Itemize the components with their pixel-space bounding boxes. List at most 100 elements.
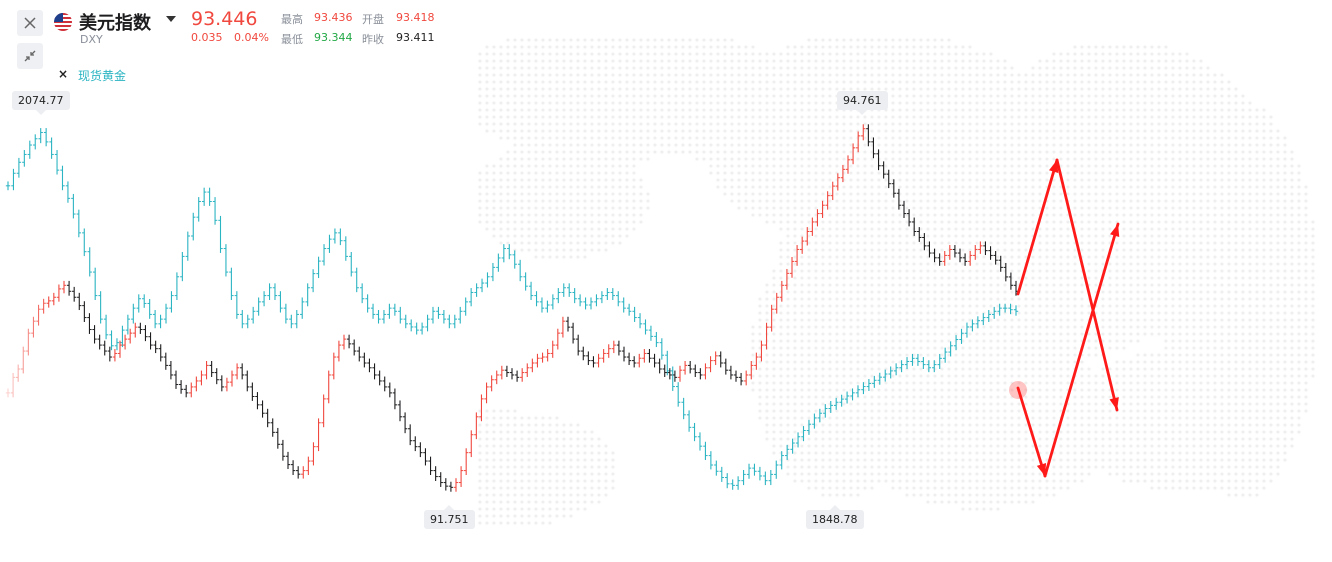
gold-ohlc-bar — [332, 228, 338, 244]
close-icon — [24, 17, 36, 29]
dxy-ohlc-bar — [26, 328, 31, 356]
dxy-ohlc-bar — [866, 124, 871, 147]
dxy-ohlc-bar — [1003, 262, 1009, 282]
dxy-ohlc-bar — [77, 292, 82, 311]
dxy-ohlc-bar — [489, 375, 494, 392]
dxy-ohlc-bar — [637, 353, 642, 368]
gold-ohlc-bar — [932, 360, 937, 373]
gold-ohlc-bar — [256, 297, 261, 316]
close-button[interactable] — [17, 10, 43, 36]
gold-ohlc-bar — [147, 299, 152, 319]
gold-ohlc-bar — [327, 234, 332, 253]
trend-arrow-line — [1055, 158, 1119, 412]
gold-ohlc-bar — [953, 335, 959, 351]
dxy-ohlc-bar — [759, 340, 764, 362]
dxy-ohlc-bar — [56, 284, 62, 302]
dxy-ohlc-bar — [336, 340, 342, 362]
trend-arrow-head — [1048, 160, 1059, 173]
gold-ohlc-bar — [359, 283, 365, 304]
dxy-ohlc-bar — [245, 370, 250, 392]
gold-ohlc-bar — [501, 244, 507, 263]
dxy-ohlc-bar — [835, 173, 841, 191]
dxy-ohlc-bar — [133, 322, 138, 338]
dxy-ohlc-bar — [158, 344, 163, 362]
prev-close-value: 93.411 — [396, 31, 435, 44]
dxy-ohlc-bar — [565, 316, 571, 332]
gold-ohlc-bar — [458, 306, 463, 324]
caret-down-icon[interactable] — [166, 16, 176, 22]
dxy-ohlc-bar — [642, 349, 647, 363]
dxy-ohlc-bar — [535, 353, 540, 368]
gold-ohlc-bar — [746, 463, 752, 479]
gold-ohlc-bar — [752, 463, 757, 476]
dxy-ohlc-bar — [199, 370, 204, 386]
dxy-ohlc-bar — [423, 448, 428, 466]
gold-ohlc-bar — [425, 314, 430, 332]
remove-overlay-button[interactable]: × — [58, 67, 69, 81]
dxy-ohlc-bar — [41, 298, 46, 314]
dxy-ohlc-bar — [31, 316, 36, 338]
dxy-ohlc-bar — [479, 394, 484, 422]
dxy-ohlc-bar — [942, 251, 947, 266]
dxy-ohlc-bar — [550, 340, 555, 358]
dxy-ohlc-bar — [402, 412, 408, 434]
gold-ohlc-bar — [888, 366, 893, 379]
gold-ohlc-bar — [1008, 303, 1013, 315]
gold-ohlc-bar — [981, 313, 986, 326]
gold-ohlc-bar — [11, 168, 16, 191]
dxy-ohlc-bar — [728, 365, 734, 380]
gold-ohlc-bar — [833, 397, 839, 410]
gold-ohlc-bar — [588, 297, 594, 310]
dxy-ohlc-bar — [616, 340, 622, 356]
gold-ohlc-bar — [152, 310, 158, 329]
gold-ohlc-bar — [534, 291, 539, 307]
dxy-ohlc-bar — [311, 442, 316, 466]
dxy-ohlc-bar — [911, 217, 917, 236]
gold-ohlc-bar — [365, 294, 370, 313]
dxy-ohlc-bar — [306, 456, 311, 476]
gold-ohlc-bar — [545, 300, 550, 313]
gold-ohlc-bar — [207, 187, 212, 206]
dxy-ohlc-bar — [275, 427, 281, 449]
dxy-ohlc-bar — [682, 360, 688, 375]
gold-ohlc-bar — [76, 209, 82, 238]
dxy-ohlc-bar — [749, 360, 754, 380]
dxy-ohlc-bar — [901, 200, 907, 218]
gold-ohlc-bar — [496, 253, 501, 272]
gold-ohlc-bar — [338, 228, 343, 246]
low-value: 93.344 — [314, 31, 353, 44]
dxy-ohlc-bar — [346, 334, 352, 349]
dxy-ohlc-bar — [799, 236, 805, 254]
gold-ohlc-bar — [735, 476, 741, 490]
dxy-ohlc-bar — [626, 352, 632, 366]
overlay-legend-label[interactable]: 现货黄金 — [78, 69, 127, 83]
dxy-ohlc-bar — [708, 356, 713, 373]
gold-ohlc-bar — [60, 165, 65, 191]
dxy-ohlc-bar — [922, 233, 927, 251]
gold-ohlc-bar — [801, 426, 806, 442]
gold-ohlc-bar — [234, 291, 240, 319]
gold-ohlc-bar — [539, 297, 545, 313]
dxy-ohlc-bar — [621, 346, 627, 362]
dxy-ohlc-bar — [973, 245, 978, 260]
gold-ohlc-bar — [561, 283, 566, 297]
gold-ohlc-bar — [621, 297, 626, 313]
dxy-ohlc-bar — [250, 382, 255, 401]
dxy-ohlc-bar — [148, 332, 153, 350]
dxy-ohlc-bar — [255, 392, 260, 410]
gold-ohlc-bar — [131, 303, 136, 324]
gold-ohlc-bar — [823, 404, 828, 418]
collapse-button[interactable] — [17, 43, 43, 69]
dxy-ohlc-bar — [927, 241, 932, 258]
gold-ohlc-bar — [692, 422, 697, 442]
gold-ohlc-bar — [419, 322, 425, 335]
gold-ohlc-bar — [550, 294, 556, 310]
dxy-ohlc-bar — [362, 352, 367, 368]
gold-ohlc-bar — [392, 303, 398, 316]
gold-ohlc-bar — [174, 272, 180, 301]
gold-ohlc-bar — [844, 391, 850, 404]
dxy-ohlc-bar — [596, 353, 601, 368]
symbol-title[interactable]: 美元指数 — [79, 13, 151, 34]
dxy-high-tag: 94.761 — [837, 91, 888, 115]
